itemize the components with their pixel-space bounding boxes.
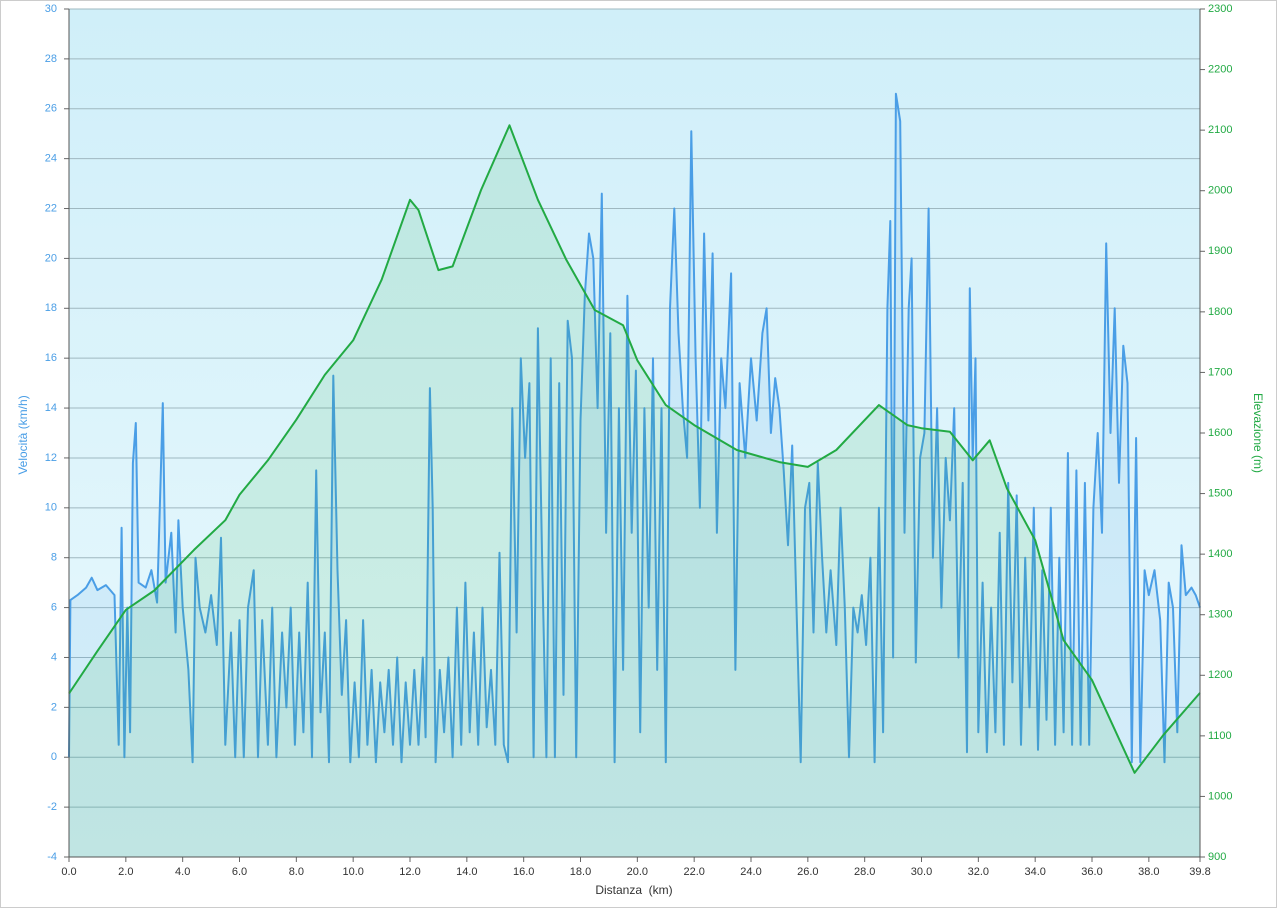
x-tick-label: 4.0 <box>175 866 190 878</box>
y-tick-label: 16 <box>45 352 57 364</box>
y2-tick-label: 2100 <box>1208 124 1232 136</box>
x-tick-label: 22.0 <box>683 866 704 878</box>
x-tick-label: 2.0 <box>118 866 133 878</box>
y-tick-label: 14 <box>45 402 57 414</box>
x-tick-label: 16.0 <box>513 866 534 878</box>
x-tick-label: 18.0 <box>570 866 591 878</box>
plot: -4-2024681012141618202224262830900100011… <box>45 3 1233 878</box>
y2-tick-label: 1300 <box>1208 609 1232 621</box>
y-tick-label: 12 <box>45 452 57 464</box>
series-line <box>68 124 1201 774</box>
y-tick-label: 30 <box>45 3 57 15</box>
y-tick-label: 24 <box>45 153 57 165</box>
x-tick-label: 39.8 <box>1189 866 1210 878</box>
x-axis-title: Distanza (km) <box>595 883 672 897</box>
x-tick-label: 30.0 <box>911 866 932 878</box>
series-area <box>69 125 1200 858</box>
x-tick-label: 12.0 <box>399 866 420 878</box>
y-tick-label: -2 <box>47 801 57 813</box>
y-tick-label: 28 <box>45 53 57 65</box>
y2-tick-label: 1100 <box>1208 730 1232 742</box>
y2-tick-label: 1400 <box>1208 548 1232 560</box>
y2-tick-label: 1000 <box>1208 790 1232 802</box>
y-tick-label: 2 <box>51 701 57 713</box>
y2-tick-label: 1800 <box>1208 306 1232 318</box>
y-tick-label: 18 <box>45 302 57 314</box>
y-tick-label: 4 <box>51 651 57 663</box>
y2-tick-label: 1600 <box>1208 427 1232 439</box>
y-tick-label: 0 <box>51 751 57 763</box>
x-tick-label: 14.0 <box>456 866 477 878</box>
x-tick-label: 34.0 <box>1024 866 1045 878</box>
x-tick-label: 8.0 <box>289 866 304 878</box>
y-tick-label: 8 <box>51 552 57 564</box>
y2-tick-label: 900 <box>1208 851 1226 863</box>
y2-tick-label: 1200 <box>1208 669 1232 681</box>
y-tick-label: 20 <box>45 252 57 264</box>
y2-axis-title: Elevazione (m) <box>1251 393 1265 473</box>
y-axis-title: Velocità (km/h) <box>16 395 30 474</box>
y2-tick-label: 2200 <box>1208 63 1232 75</box>
y-tick-label: 6 <box>51 601 57 613</box>
x-tick-label: 6.0 <box>232 866 247 878</box>
x-tick-label: 20.0 <box>627 866 648 878</box>
y2-tick-label: 1500 <box>1208 487 1232 499</box>
y2-tick-label: 2000 <box>1208 185 1232 197</box>
y-tick-label: 26 <box>45 103 57 115</box>
series-line <box>68 92 1201 764</box>
y2-tick-label: 1700 <box>1208 366 1232 378</box>
x-tick-label: 26.0 <box>797 866 818 878</box>
x-tick-label: 32.0 <box>968 866 989 878</box>
x-tick-label: 0.0 <box>61 866 76 878</box>
x-tick-label: 38.0 <box>1138 866 1159 878</box>
y-tick-label: 10 <box>45 502 57 514</box>
x-tick-label: 36.0 <box>1081 866 1102 878</box>
x-tick-label: 24.0 <box>740 866 761 878</box>
series-area <box>69 93 1200 858</box>
x-tick-label: 28.0 <box>854 866 875 878</box>
y2-tick-label: 2300 <box>1208 3 1232 15</box>
y-tick-label: 22 <box>45 202 57 214</box>
y2-tick-label: 1900 <box>1208 245 1232 257</box>
y-tick-label: -4 <box>47 851 57 863</box>
x-tick-label: 10.0 <box>342 866 363 878</box>
